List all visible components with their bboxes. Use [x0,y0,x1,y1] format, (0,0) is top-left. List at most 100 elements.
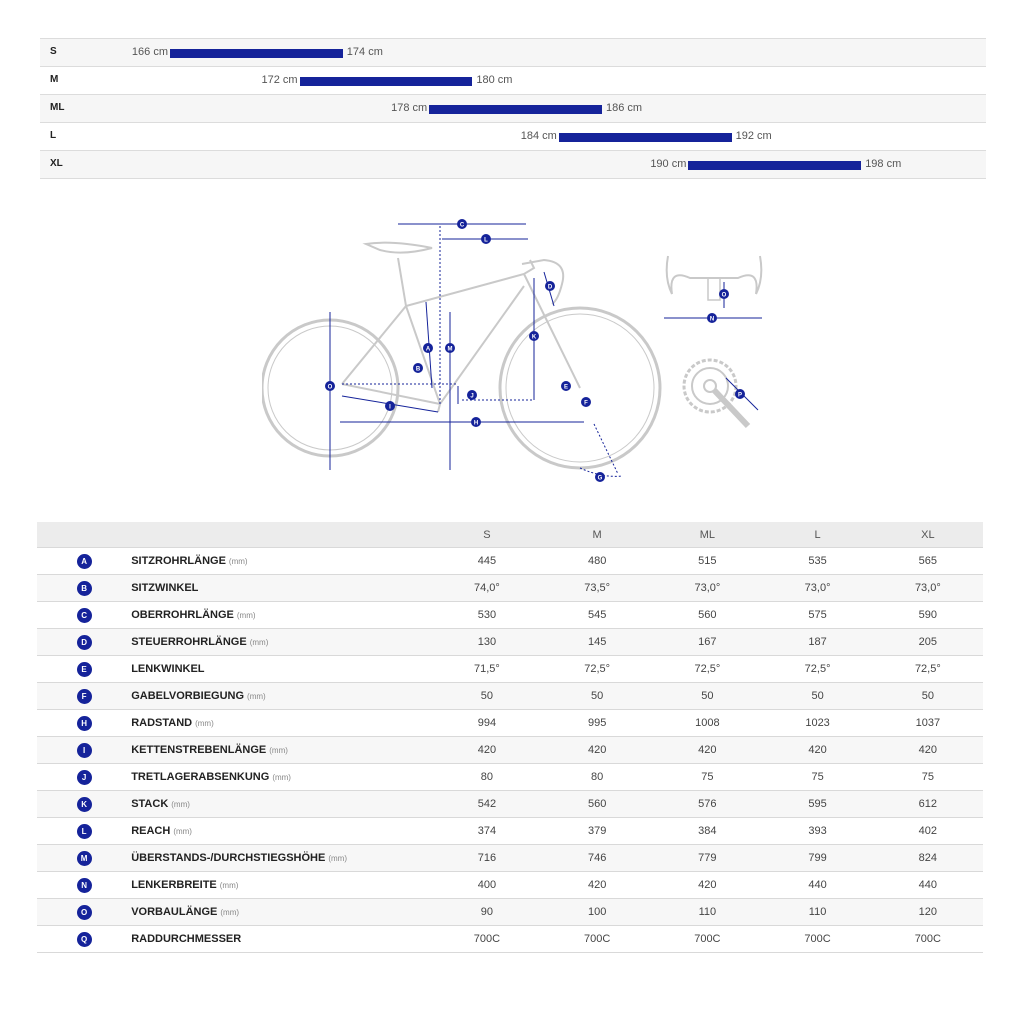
parameter-cell: VORBAULÄNGE (mm) [131,898,432,926]
value-cell: 440 [762,871,873,899]
svg-text:H: H [474,421,478,427]
parameter-name: RADDURCHMESSER [131,933,242,945]
value-cell: 72,5° [872,655,983,683]
size-label: ML [50,102,65,113]
value-cell: 74,0° [431,574,543,602]
value-cell: 50 [431,682,543,710]
value-cell: 542 [431,790,543,818]
badge-cell: M [37,844,132,872]
badge-cell: Q [37,925,132,953]
parameter-cell: SITZWINKEL [131,574,432,602]
value-cell: 420 [652,871,763,899]
value-cell: 994 [431,709,543,737]
parameter-badge: H [76,715,92,731]
size-max-height: 192 cm [735,130,772,142]
parameter-name: VORBAULÄNGE [131,906,218,918]
header-size-ml: ML [652,522,763,548]
table-row: Q RADDURCHMESSER 700C 700C 700C 700C 700C [37,925,983,953]
value-cell: 700C [872,925,983,953]
size-max-height: 174 cm [346,46,383,58]
parameter-unit: (mm) [219,881,239,890]
table-row: J TRETLAGERABSENKUNG (mm) 80 80 75 75 75 [37,763,983,791]
value-cell: 75 [762,763,873,791]
badge-cell: F [37,682,132,710]
parameter-unit: (mm) [236,611,256,620]
parameter-name: TRETLAGERABSENKUNG [131,771,270,783]
parameter-unit: (mm) [220,908,240,917]
badge-cell: C [37,601,132,629]
value-cell: 75 [652,763,763,791]
table-row: O VORBAULÄNGE (mm) 90 100 110 110 120 [37,898,983,926]
parameter-unit: (mm) [328,854,347,863]
badge-cell: A [37,547,132,575]
value-cell: 515 [652,547,763,575]
parameter-badge: D [76,634,92,650]
size-row: ML 178 cm 186 cm [40,94,986,122]
value-cell: 445 [431,547,543,575]
svg-text:B: B [416,367,421,373]
parameter-badge: C [76,607,92,623]
svg-text:F: F [584,401,588,407]
parameter-cell: KETTENSTREBENLÄNGE (mm) [131,736,432,764]
size-range-chart: S 166 cm 174 cm M 172 cm 180 cm ML 178 cm 186 cm… [40,38,986,179]
size-min-height: 178 cm [391,102,428,114]
parameter-cell: STEUERROHRLÄNGE (mm) [131,628,432,656]
value-cell: 700C [762,925,873,953]
size-range-bar [429,105,602,114]
svg-text:K: K [532,335,537,341]
value-cell: 995 [542,709,653,737]
value-cell: 384 [652,817,763,845]
value-cell: 73,5° [542,574,653,602]
parameter-cell: RADDURCHMESSER [131,925,432,953]
badge-cell: L [37,817,132,845]
parameter-unit: (mm) [228,557,248,566]
value-cell: 1023 [762,709,873,737]
value-cell: 110 [762,898,873,926]
size-label: M [50,74,59,85]
size-min-height: 166 cm [131,46,168,58]
value-cell: 545 [542,601,653,629]
parameter-name: LENKWINKEL [131,663,205,675]
size-row: L 184 cm 192 cm [40,122,986,150]
parameter-badge: A [76,553,92,569]
value-cell: 72,5° [762,655,873,683]
marker-a: A [423,343,433,353]
size-min-height: 172 cm [261,74,298,86]
parameter-cell: SITZROHRLÄNGE (mm) [131,547,432,575]
parameter-name: KETTENSTREBENLÄNGE [131,744,267,756]
value-cell: 393 [762,817,873,845]
value-cell: 420 [431,736,543,764]
value-cell: 824 [872,844,983,872]
geometry-table: S M ML L XL A SITZROHRLÄNGE (mm) 445 480 515 5… [37,522,983,953]
table-row: D STEUERROHRLÄNGE (mm) 130 145 167 187 205 [37,628,983,656]
parameter-unit: (mm) [249,638,269,647]
svg-text:G: G [598,476,603,482]
value-cell: 535 [762,547,873,575]
parameter-unit: (mm) [171,800,190,809]
value-cell: 80 [431,763,543,791]
value-cell: 576 [652,790,763,818]
header-name-cell [131,522,432,548]
value-cell: 167 [652,628,763,656]
value-cell: 100 [542,898,653,926]
size-range-bar [170,49,343,58]
header-size-m: M [542,522,653,548]
value-cell: 700C [652,925,763,953]
size-min-height: 184 cm [520,130,557,142]
value-cell: 560 [542,790,653,818]
size-range-bar [299,77,473,86]
value-cell: 612 [872,790,983,818]
table-row: C OBERROHRLÄNGE (mm) 530 545 560 575 590 [37,601,983,629]
svg-text:N: N [710,317,714,323]
size-row: S 166 cm 174 cm [40,38,986,66]
value-cell: 120 [872,898,983,926]
svg-text:O: O [722,293,727,299]
value-cell: 560 [652,601,763,629]
marker-o: O [325,381,335,391]
value-cell: 187 [762,628,873,656]
value-cell: 779 [652,844,763,872]
marker-m: M [445,343,455,353]
badge-cell: D [37,628,132,656]
value-cell: 746 [542,844,653,872]
badge-cell: I [37,736,132,764]
